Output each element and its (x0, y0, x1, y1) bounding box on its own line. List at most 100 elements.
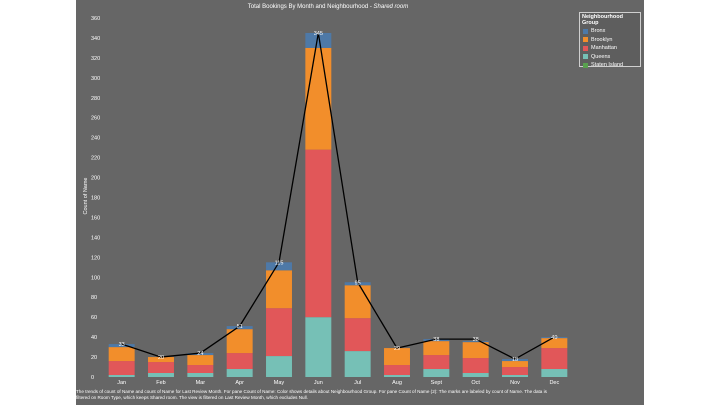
bar-segment-manhattan (384, 365, 410, 376)
bar-segment-bronx (226, 326, 253, 330)
legend-item: Queens (580, 53, 640, 62)
bar-segment-queens (541, 369, 568, 377)
bar-segment-bronx (344, 282, 371, 286)
data-label: 18 (512, 357, 518, 363)
data-labels: 33 20 24 51 115 345 95 29 38 38 18 40 (119, 31, 558, 363)
y-tick-label: 220 (91, 156, 100, 162)
bar-segment-manhattan (187, 365, 214, 374)
y-axis-ticks: 0 20 40 60 80 100 120 140 160 180 200 220 240 260 280 3… (91, 16, 100, 381)
data-label: 51 (237, 324, 243, 330)
x-tick-label: May (274, 380, 285, 386)
legend-label: Staten Island (591, 62, 624, 69)
bar-segment-queens (384, 375, 410, 377)
x-tick-label: Nov (510, 380, 520, 386)
data-label: 33 (119, 342, 125, 348)
y-tick-label: 260 (91, 116, 100, 122)
bar-segment-bronx (108, 344, 135, 348)
bar-segment-bronx (305, 32, 332, 48)
bar-segment-queens (226, 369, 253, 377)
x-tick-label: Jul (354, 380, 361, 386)
bar-segment-queens (187, 373, 214, 377)
bar-segment-queens (305, 317, 332, 377)
bar-segment-manhattan (108, 361, 135, 376)
legend-item: Manhattan (580, 44, 640, 53)
total-line-path (121, 32, 555, 360)
bar-segment-manhattan (266, 308, 292, 357)
y-tick-label: 0 (91, 375, 94, 381)
legend-swatch (583, 28, 588, 34)
bar-segment-bronx (266, 262, 292, 271)
bar-segment-queens (108, 375, 135, 377)
bar-segment-manhattan (226, 353, 253, 370)
y-tick-label: 240 (91, 136, 100, 142)
y-tick-label: 280 (91, 96, 100, 102)
bar-segment-bronx (502, 359, 528, 362)
y-tick-label: 320 (91, 56, 100, 62)
bar-segment-queens (148, 373, 174, 377)
bar-segment-manhattan (305, 149, 332, 318)
bar-segment-queens (462, 373, 489, 377)
bar-segment-brooklyn (384, 348, 410, 366)
y-tick-label: 140 (91, 235, 100, 241)
bar-segment-bronx (187, 353, 214, 356)
bar-segment-brooklyn (344, 285, 371, 319)
data-label: 20 (158, 355, 164, 361)
bar-segment-brooklyn (187, 355, 214, 366)
bar-segment-queens (266, 356, 292, 377)
y-tick-label: 100 (91, 275, 100, 281)
chart-caption: The trends of count of Name and count of… (76, 389, 547, 400)
bar-segment-manhattan (148, 362, 174, 374)
bar-segment-brooklyn (462, 342, 489, 359)
x-tick-label: Mar (196, 380, 206, 386)
bar-segment-manhattan (423, 355, 450, 370)
x-tick-label: Aug (392, 380, 402, 386)
total-line (121, 32, 555, 360)
x-tick-label: Sept (431, 380, 443, 386)
x-tick-label: Apr (235, 380, 244, 386)
chart-title: Total Bookings By Month and Neighbourhoo… (248, 4, 408, 10)
bar-segment-brooklyn (423, 341, 450, 356)
bar-segment-manhattan (541, 348, 568, 370)
y-tick-label: 120 (91, 255, 100, 261)
bar-segment-manhattan (462, 358, 489, 374)
bar-segment-bronx (423, 339, 450, 342)
bar-segment-brooklyn (108, 347, 135, 362)
y-tick-label: 360 (91, 16, 100, 22)
legend-title: Neighbourhood Group (582, 14, 623, 26)
data-label: 95 (355, 280, 361, 286)
data-label: 345 (314, 31, 323, 37)
bar-segment-brooklyn (226, 329, 253, 354)
legend-label: Brooklyn (591, 36, 613, 43)
legend-swatch (583, 37, 588, 43)
legend: Neighbourhood Group Bronx Brooklyn Manhatt… (579, 12, 641, 70)
bar-segment-bronx (462, 341, 489, 343)
data-label: 40 (551, 335, 557, 341)
legend-item: Staten Island (580, 61, 640, 70)
y-tick-label: 340 (91, 36, 100, 42)
data-label: 38 (433, 337, 439, 343)
y-tick-label: 20 (91, 355, 97, 361)
x-tick-label: Dec (549, 380, 559, 386)
bars (108, 32, 568, 377)
y-tick-label: 300 (91, 76, 100, 82)
legend-label: Bronx (591, 28, 606, 35)
bar-segment-queens (502, 375, 528, 377)
legend-swatch (583, 62, 588, 68)
y-tick-label: 80 (91, 295, 97, 301)
legend-swatch (583, 45, 588, 51)
y-axis-label: Count of Name (83, 178, 89, 215)
bar-segment-brooklyn (541, 338, 568, 349)
data-label: 115 (275, 260, 284, 266)
bar-segment-brooklyn (305, 47, 332, 150)
legend-swatch (583, 54, 588, 60)
legend-item: Brooklyn (580, 36, 640, 45)
x-tick-label: Jan (117, 380, 126, 386)
data-label: 29 (394, 346, 400, 352)
bar-segment-brooklyn (148, 357, 174, 363)
bar-segment-manhattan (502, 367, 528, 376)
legend-item: Bronx (580, 27, 640, 36)
x-tick-label: Jun (314, 380, 323, 386)
x-tick-label: Oct (471, 380, 480, 386)
data-label: 24 (197, 351, 203, 357)
